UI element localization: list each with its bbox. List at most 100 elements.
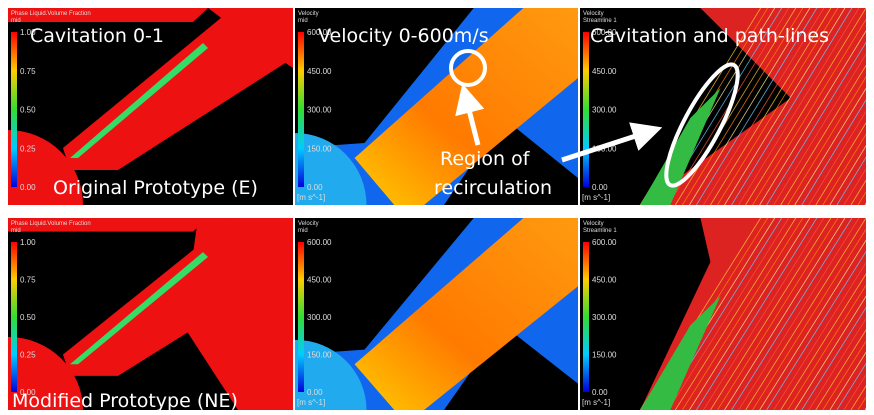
path-line bbox=[696, 218, 818, 410]
flow-region bbox=[63, 8, 293, 170]
label: Velocity 0-600m/s bbox=[318, 25, 489, 47]
arrow bbox=[455, 83, 485, 146]
legend-tick: 0.50 bbox=[20, 106, 36, 115]
path-line bbox=[829, 145, 866, 205]
path-line bbox=[829, 351, 866, 410]
legend-tick: 150.00 bbox=[592, 351, 617, 360]
path-line bbox=[843, 168, 866, 205]
legend-tick: 0.50 bbox=[20, 313, 36, 322]
path-line bbox=[689, 8, 811, 205]
path-line bbox=[682, 8, 804, 205]
path-line bbox=[801, 306, 866, 410]
path-line bbox=[808, 110, 866, 205]
path-line bbox=[794, 87, 866, 205]
label: Region of bbox=[440, 148, 531, 170]
path-line bbox=[745, 218, 866, 410]
path-line bbox=[724, 218, 846, 410]
flow-region bbox=[63, 218, 293, 376]
colorbar bbox=[298, 32, 304, 187]
legend-tick: 450.00 bbox=[592, 67, 617, 76]
legend-tick: 1.00 bbox=[20, 238, 36, 247]
label: Modified Prototype (NE) bbox=[12, 390, 238, 412]
flow-region bbox=[295, 8, 474, 148]
legend-tick: 0.25 bbox=[20, 351, 36, 360]
legend-tick: 300.00 bbox=[307, 106, 332, 115]
path-line bbox=[710, 8, 832, 205]
path-line bbox=[843, 374, 866, 410]
path-line bbox=[766, 41, 866, 205]
flow-region bbox=[580, 218, 711, 410]
path-line bbox=[731, 8, 853, 205]
path-line bbox=[752, 228, 866, 410]
path-line bbox=[738, 218, 860, 410]
legend-tick: 0.00 bbox=[592, 388, 608, 397]
path-line bbox=[787, 284, 866, 410]
colorbar bbox=[11, 32, 17, 187]
legend-title: mid bbox=[298, 18, 308, 24]
path-line bbox=[710, 218, 832, 410]
flow-region bbox=[640, 295, 721, 410]
flow-region bbox=[443, 325, 578, 410]
panel-scale bbox=[8, 8, 293, 205]
path-line bbox=[682, 218, 804, 410]
legend-tick: 600.00 bbox=[307, 28, 332, 37]
legend-tick: 150.00 bbox=[307, 351, 332, 360]
path-line bbox=[780, 273, 866, 410]
legend-tick: 450.00 bbox=[307, 67, 332, 76]
legend-tick: 600.00 bbox=[592, 28, 617, 37]
path-line bbox=[836, 156, 866, 205]
arrow bbox=[561, 122, 663, 163]
label: Cavitation and path-lines bbox=[590, 25, 829, 47]
path-line bbox=[731, 218, 853, 410]
path-line bbox=[815, 329, 866, 410]
flow-region bbox=[8, 8, 208, 22]
path-line bbox=[703, 218, 825, 410]
legend-title: Velocity bbox=[298, 11, 319, 17]
path-line bbox=[759, 239, 866, 410]
path-line bbox=[801, 99, 866, 205]
highlight-ellipse bbox=[664, 62, 740, 188]
path-line bbox=[738, 8, 860, 205]
label: recirculation bbox=[434, 177, 552, 199]
path-line bbox=[815, 122, 866, 205]
legend-tick: 0.00 bbox=[20, 388, 36, 397]
colorbar bbox=[298, 242, 304, 392]
flow-region bbox=[354, 218, 578, 410]
path-line bbox=[822, 133, 866, 205]
legend-tick: 450.00 bbox=[307, 276, 332, 285]
colorbar bbox=[11, 242, 17, 392]
flow-region bbox=[295, 218, 474, 355]
flow-region bbox=[640, 88, 721, 205]
flow-region bbox=[8, 218, 208, 232]
path-line bbox=[674, 218, 797, 410]
panel-scale bbox=[580, 8, 866, 205]
legend-title: mid bbox=[11, 18, 21, 24]
path-line bbox=[696, 8, 818, 205]
legend-title: Velocity bbox=[583, 11, 604, 17]
panel-scale bbox=[295, 218, 578, 410]
legend-tick: 600.00 bbox=[592, 238, 617, 247]
legend-tick: 0.00 bbox=[20, 183, 36, 192]
path-line bbox=[766, 250, 866, 410]
panels: Phase Liquid.Volume Fractionmid1.000.750… bbox=[8, 8, 866, 410]
panel-scale bbox=[580, 218, 866, 410]
legend-title: Phase Liquid.Volume Fraction bbox=[11, 11, 91, 17]
path-line bbox=[717, 8, 839, 205]
path-line bbox=[717, 218, 839, 410]
legend-tick: 1.00 bbox=[20, 28, 36, 37]
path-line bbox=[752, 18, 866, 205]
label: Cavitation 0-1 bbox=[30, 25, 164, 47]
path-line bbox=[864, 202, 866, 205]
legend-unit: [m s^-1] bbox=[582, 193, 610, 202]
path-line bbox=[822, 340, 866, 410]
path-line bbox=[864, 407, 866, 410]
legend-title: Phase Liquid.Volume Fraction bbox=[11, 221, 91, 227]
annotations: Cavitation 0-1 Velocity 0-600m/s Cavitat… bbox=[12, 25, 829, 412]
legend-title: mid bbox=[11, 228, 21, 234]
flow-region bbox=[8, 130, 83, 205]
legend-tick: 300.00 bbox=[307, 313, 332, 322]
flow-region bbox=[580, 8, 791, 205]
path-line bbox=[759, 30, 866, 205]
